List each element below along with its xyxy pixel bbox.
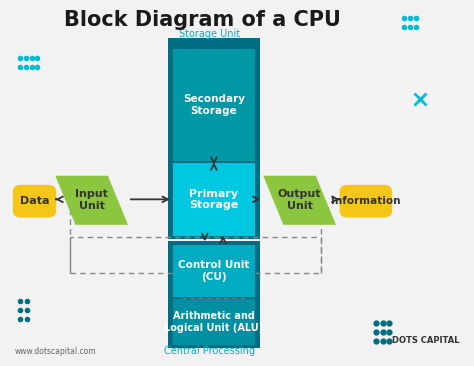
- Text: Information: Information: [331, 196, 401, 206]
- Bar: [70, 238, 321, 273]
- Polygon shape: [263, 176, 336, 225]
- Text: Output
Unit: Output Unit: [278, 190, 321, 211]
- Text: Primary
Storage: Primary Storage: [189, 188, 238, 210]
- Text: Storage Unit: Storage Unit: [179, 29, 240, 39]
- Bar: [173, 245, 255, 298]
- Bar: [173, 299, 255, 345]
- Text: Control Unit
(CU): Control Unit (CU): [178, 260, 250, 282]
- FancyBboxPatch shape: [339, 185, 392, 217]
- Bar: [173, 163, 255, 236]
- Text: Input
Unit: Input Unit: [75, 190, 108, 211]
- Text: www.dotscapital.com: www.dotscapital.com: [15, 347, 97, 355]
- Text: Central Processing: Central Processing: [164, 346, 255, 356]
- Text: Data: Data: [20, 196, 49, 206]
- Text: Arithmetic and
Logical Unit (ALU): Arithmetic and Logical Unit (ALU): [164, 311, 264, 333]
- Text: DOTS CAPITAL: DOTS CAPITAL: [392, 336, 460, 345]
- FancyBboxPatch shape: [13, 185, 56, 217]
- Bar: [168, 241, 260, 348]
- Bar: [168, 38, 260, 239]
- Text: Secondary
Storage: Secondary Storage: [183, 94, 245, 116]
- Polygon shape: [55, 176, 128, 225]
- Text: Block Diagram of a CPU: Block Diagram of a CPU: [64, 11, 341, 30]
- Bar: [173, 49, 255, 161]
